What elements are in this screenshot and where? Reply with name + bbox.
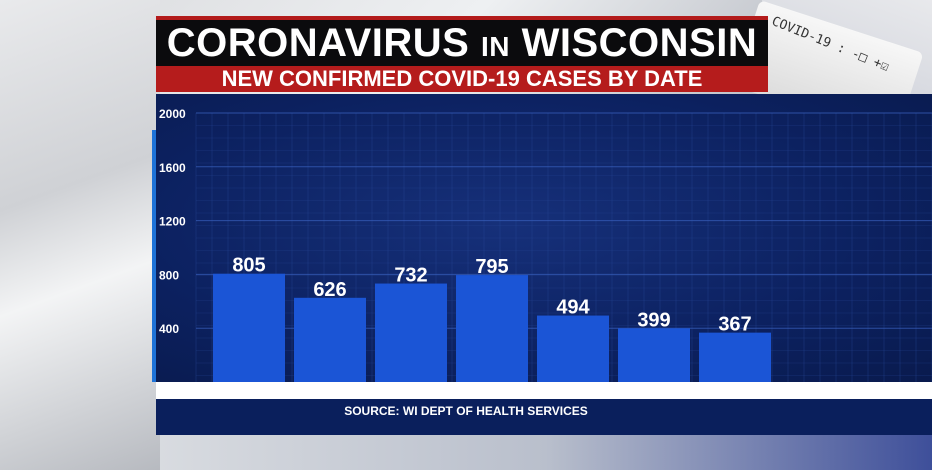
bar-4-24 <box>537 315 609 382</box>
chart-accent-line <box>152 130 156 382</box>
title-word-coronavirus: CORONAVIRUS <box>166 21 470 65</box>
page-title: CORONAVIRUS IN WISCONSIN <box>156 16 768 66</box>
chart-panel: 4008001200160020008054/206264/217324/227… <box>156 94 932 435</box>
bar-4-23 <box>456 275 528 382</box>
y-tick-label: 400 <box>159 322 179 336</box>
data-label: 367 <box>718 314 751 336</box>
bar-chart: 4008001200160020008054/206264/217324/227… <box>159 107 932 399</box>
bar-4-22 <box>375 283 447 382</box>
background-left <box>0 0 160 470</box>
x-axis-band <box>156 382 932 399</box>
data-label: 795 <box>475 256 508 278</box>
bar-4-25 <box>618 328 690 382</box>
data-label: 399 <box>637 309 670 331</box>
data-label: 626 <box>313 279 346 301</box>
data-label: 732 <box>394 265 427 287</box>
data-label: 805 <box>232 255 265 277</box>
bar-4-20 <box>213 273 285 382</box>
background-bottom <box>160 434 932 470</box>
data-label: 494 <box>556 297 590 319</box>
source-note: SOURCE: WI DEPT OF HEALTH SERVICES <box>344 404 588 418</box>
y-tick-label: 1600 <box>159 161 186 175</box>
bar-4-21 <box>294 297 366 382</box>
title-word-in: IN <box>480 31 510 62</box>
bar-4-26 <box>699 332 771 382</box>
page-subtitle: NEW CONFIRMED COVID-19 CASES BY DATE <box>156 66 768 92</box>
title-word-wisconsin: WISCONSIN <box>521 21 758 65</box>
y-tick-label: 800 <box>159 268 179 282</box>
y-tick-label: 2000 <box>159 107 186 121</box>
y-tick-label: 1200 <box>159 215 186 229</box>
